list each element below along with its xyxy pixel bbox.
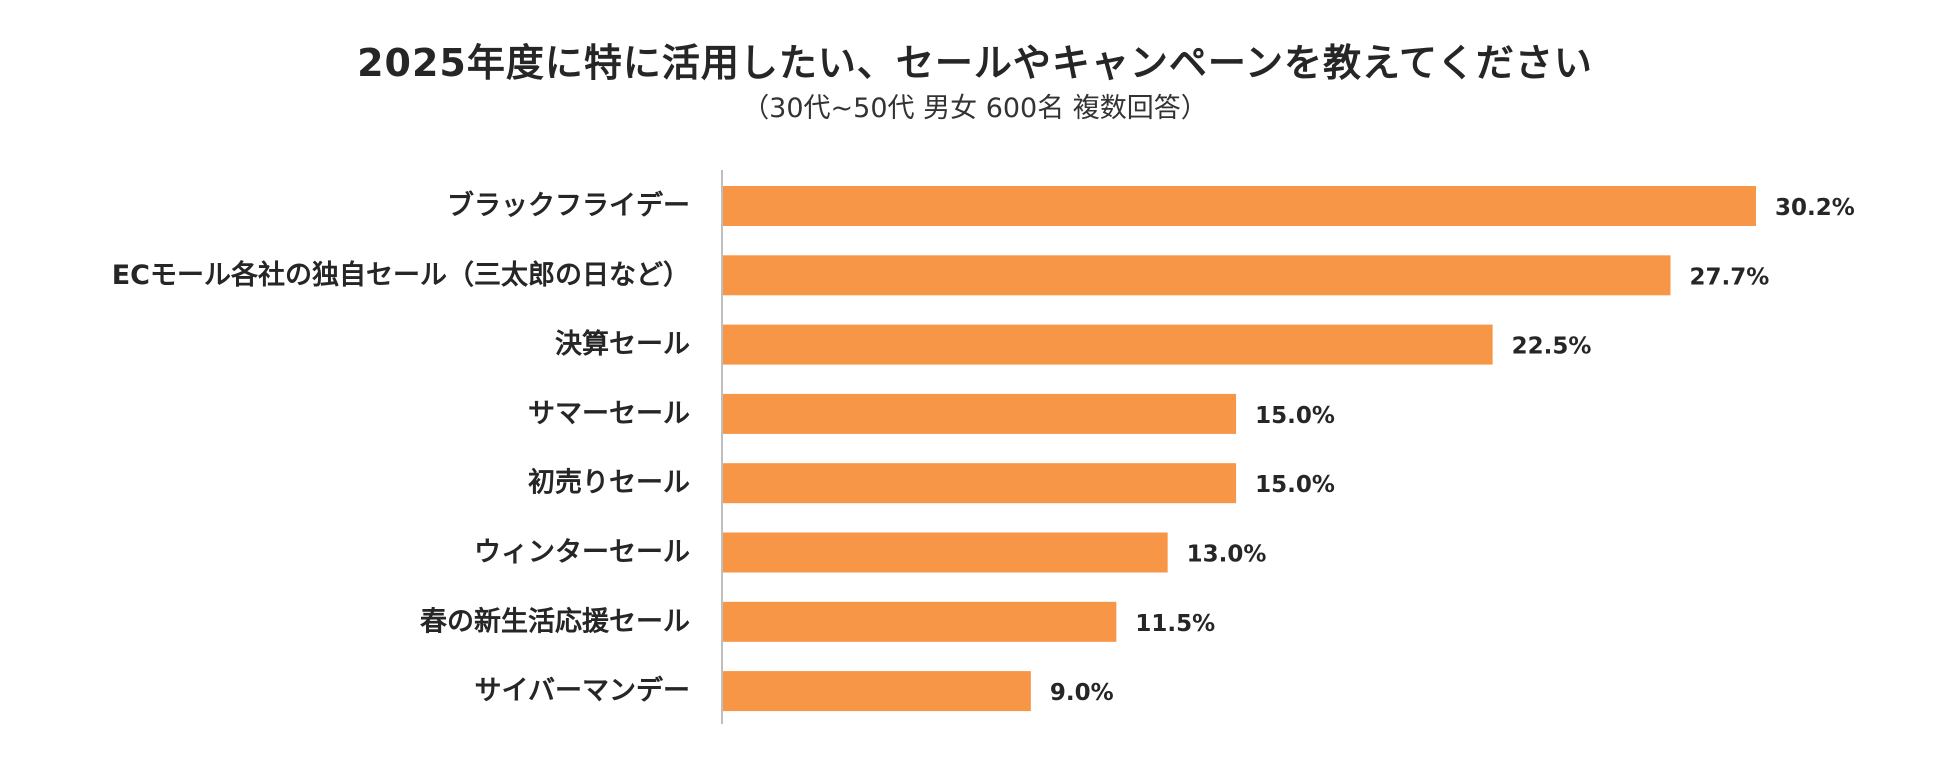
- data-label: 11.5%: [1135, 611, 1215, 637]
- chart-title: 2025年度に特に活用したい、セールやキャンペーンを教えてください: [357, 41, 1593, 85]
- chart-subtitle: （30代~50代 男女 600名 複数回答）: [742, 93, 1208, 124]
- bar: [723, 532, 1168, 573]
- category-label: 初売りセール: [528, 468, 690, 499]
- category-label: ウィンターセール: [474, 537, 690, 568]
- category-label: ECモール各社の独自セール（三太郎の日など）: [112, 259, 690, 291]
- data-label: 13.0%: [1187, 542, 1267, 568]
- data-label: 22.5%: [1512, 334, 1592, 360]
- category-label: 決算セール: [555, 328, 690, 360]
- bar: [723, 255, 1671, 296]
- bar: [723, 601, 1117, 642]
- data-label: 15.0%: [1255, 403, 1335, 429]
- bar: [723, 671, 1031, 712]
- bar: [723, 324, 1493, 365]
- data-label: 9.0%: [1050, 680, 1114, 706]
- category-label: サイバーマンデー: [475, 675, 690, 707]
- category-label: 春の新生活応援セール: [420, 605, 690, 637]
- data-label: 15.0%: [1255, 472, 1335, 498]
- data-label: 27.7%: [1689, 264, 1769, 290]
- bar: [723, 186, 1756, 226]
- bar: [723, 463, 1237, 504]
- bar: [723, 393, 1237, 434]
- category-label: サマーセール: [528, 398, 690, 429]
- data-label: 30.2%: [1775, 195, 1855, 221]
- category-label: ブラックフライデー: [447, 190, 690, 222]
